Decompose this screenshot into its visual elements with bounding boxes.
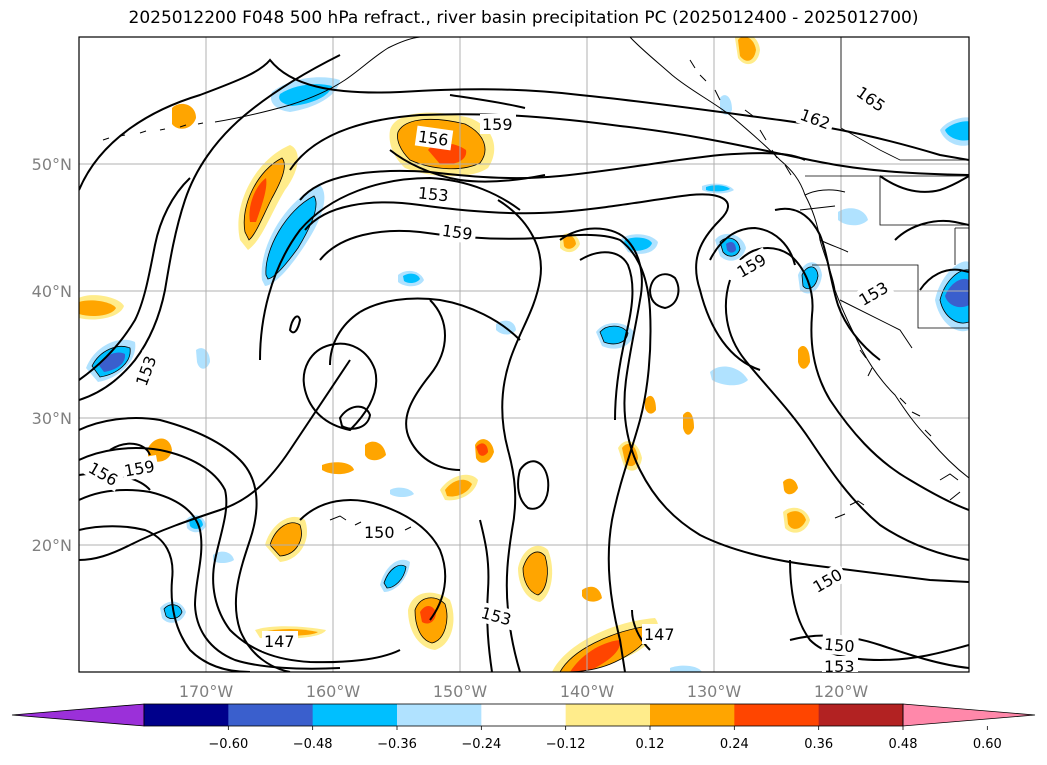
contour-label: 159 xyxy=(441,221,474,244)
colorbar-tick-label: 0.24 xyxy=(720,737,749,752)
colorbar-segment xyxy=(650,704,735,726)
colorbar-tick-label: −0.48 xyxy=(293,737,333,752)
colorbar-extend-high xyxy=(902,703,1036,727)
colorbar-segment xyxy=(565,704,651,726)
lon-label: 120°W xyxy=(814,682,869,701)
contour-label: 153 xyxy=(417,183,449,205)
colorbar-outline xyxy=(143,703,904,727)
colorbar-tick-label: 0.48 xyxy=(889,737,918,752)
contour-labels: 165 162 159 156 153 159 159 153 153 156 … xyxy=(83,79,895,676)
contour-label: 150 xyxy=(823,635,855,657)
contour-label: 147 xyxy=(264,632,295,651)
borders xyxy=(805,37,969,329)
colorbar-segment xyxy=(228,704,314,726)
lat-label: 40°N xyxy=(32,282,72,301)
colorbar-extend-low xyxy=(11,703,145,727)
colorbar-segment xyxy=(312,704,398,726)
colorbar-tick-label: −0.12 xyxy=(546,737,586,752)
coastlines xyxy=(102,37,969,531)
latitude-labels: 50°N 40°N 30°N 20°N xyxy=(32,155,72,555)
lon-label: 150°W xyxy=(433,682,488,701)
colorbar-tick-label: 0.60 xyxy=(973,737,1002,752)
colorbar-segment xyxy=(734,704,820,726)
colorbar-tick-label: 0.12 xyxy=(636,737,665,752)
colorbar-tick-label: 0.36 xyxy=(804,737,833,752)
lat-label: 20°N xyxy=(32,536,72,555)
map-title: 2025012200 F048 500 hPa refract., river … xyxy=(128,8,919,28)
contour-label: 156 xyxy=(417,127,450,150)
lon-label: 130°W xyxy=(687,682,742,701)
colorbar-tick-label: −0.60 xyxy=(208,737,248,752)
lat-label: 50°N xyxy=(32,155,72,174)
colorbar-tick-label: −0.24 xyxy=(461,737,501,752)
colorbar-tick-label: −0.36 xyxy=(377,737,417,752)
lat-label: 30°N xyxy=(32,409,72,428)
lon-label: 170°W xyxy=(179,682,234,701)
colorbar: −0.60 −0.48 −0.36 −0.24 −0.12 0.12 0.24 0.36 0.4… xyxy=(11,703,1036,752)
map-frame xyxy=(78,36,970,673)
lon-label: 140°W xyxy=(560,682,615,701)
map-area xyxy=(79,37,969,672)
graticule xyxy=(79,37,969,672)
contour-label: 153 xyxy=(824,657,855,676)
lon-label: 160°W xyxy=(306,682,361,701)
colorbar-segment xyxy=(481,704,567,726)
contour-lines xyxy=(79,54,969,672)
contour-label: 150 xyxy=(364,523,395,542)
contour-label: 147 xyxy=(644,625,675,644)
contour-label: 159 xyxy=(482,115,513,134)
shading-outlines xyxy=(91,119,969,672)
colorbar-segment xyxy=(144,704,229,726)
longitude-labels: 170°W 160°W 150°W 140°W 130°W 120°W xyxy=(179,682,869,701)
colorbar-segment xyxy=(397,704,482,726)
colorbar-segment xyxy=(818,704,904,726)
